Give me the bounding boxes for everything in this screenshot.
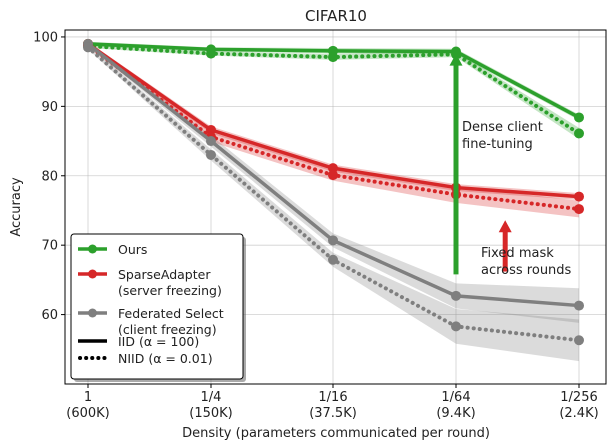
data-point [328,163,338,174]
x-tick-label: 1/16 [318,390,347,405]
x-tick-label: (37.5K) [309,406,357,421]
data-point [328,170,338,181]
gridlines [65,30,606,384]
annotation-arrowhead [498,220,512,233]
variance-band [88,45,579,362]
x-tick-label: 1 [84,390,92,405]
y-tick-label: 100 [33,30,58,45]
data-point [574,204,584,215]
y-tick-label: 70 [41,239,58,254]
chart-title: CIFAR10 [305,7,367,25]
data-point [206,136,216,147]
data-point [574,335,584,346]
data-point [206,124,216,135]
annotation-text: Dense client [462,120,543,135]
data-point [206,48,216,59]
y-axis-label: Accuracy [9,177,24,237]
legend-label: SparseAdapter [118,267,211,282]
x-tick-label: (9.4K) [436,406,475,421]
data-point [328,254,338,265]
data-point [328,52,338,63]
y-tick-label: 60 [41,308,58,323]
data-point [206,149,216,160]
data-point [574,112,584,123]
annotations: Dense client fine-tuning Fixed mask across … [449,53,572,278]
legend-swatch-marker [88,244,97,254]
annotation-text: across rounds [481,263,572,278]
x-tick-label: (150K) [189,406,232,421]
legend-label: (client freezing) [118,322,217,337]
legend-label: NIID (α = 0.01) [118,351,213,366]
data-point [574,191,584,202]
annotation-text: fine-tuning [462,137,533,152]
legend-label: (server freezing) [118,283,222,298]
x-tick-label: 1/4 [201,390,222,405]
x-tick-label: (600K) [66,406,109,421]
legend: Ours SparseAdapter(server freezing) Federa… [70,233,246,382]
data-point [328,235,338,246]
legend-label: Federated Select [118,306,224,321]
x-tick-label: 1/256 [560,390,597,405]
x-tick-label: 1/64 [441,390,470,405]
variance-band [88,43,579,218]
data-point [451,290,461,301]
data-point [574,128,584,139]
legend-label: Ours [118,242,147,257]
axes: 60 70 80 90 100 1(600K) 1/4(150K) 1/16(37.5K) 1/… [33,29,607,421]
variance-band [88,41,579,323]
x-tick-label: (2.4K) [559,406,598,421]
axes-frame [64,29,607,385]
data-point [574,300,584,311]
legend-label: IID (α = 100) [118,334,199,349]
x-axis-label: Density (parameters communicated per rou… [182,426,490,441]
legend-box [70,233,244,380]
data-point [83,42,93,53]
y-tick-label: 90 [41,100,58,115]
legend-swatch-marker [88,308,97,318]
annotation-arrowhead [449,53,463,66]
data-point [451,321,461,332]
legend-swatch-marker [88,269,97,279]
annotation-text: Fixed mask [481,246,554,261]
y-tick-label: 80 [41,169,58,184]
